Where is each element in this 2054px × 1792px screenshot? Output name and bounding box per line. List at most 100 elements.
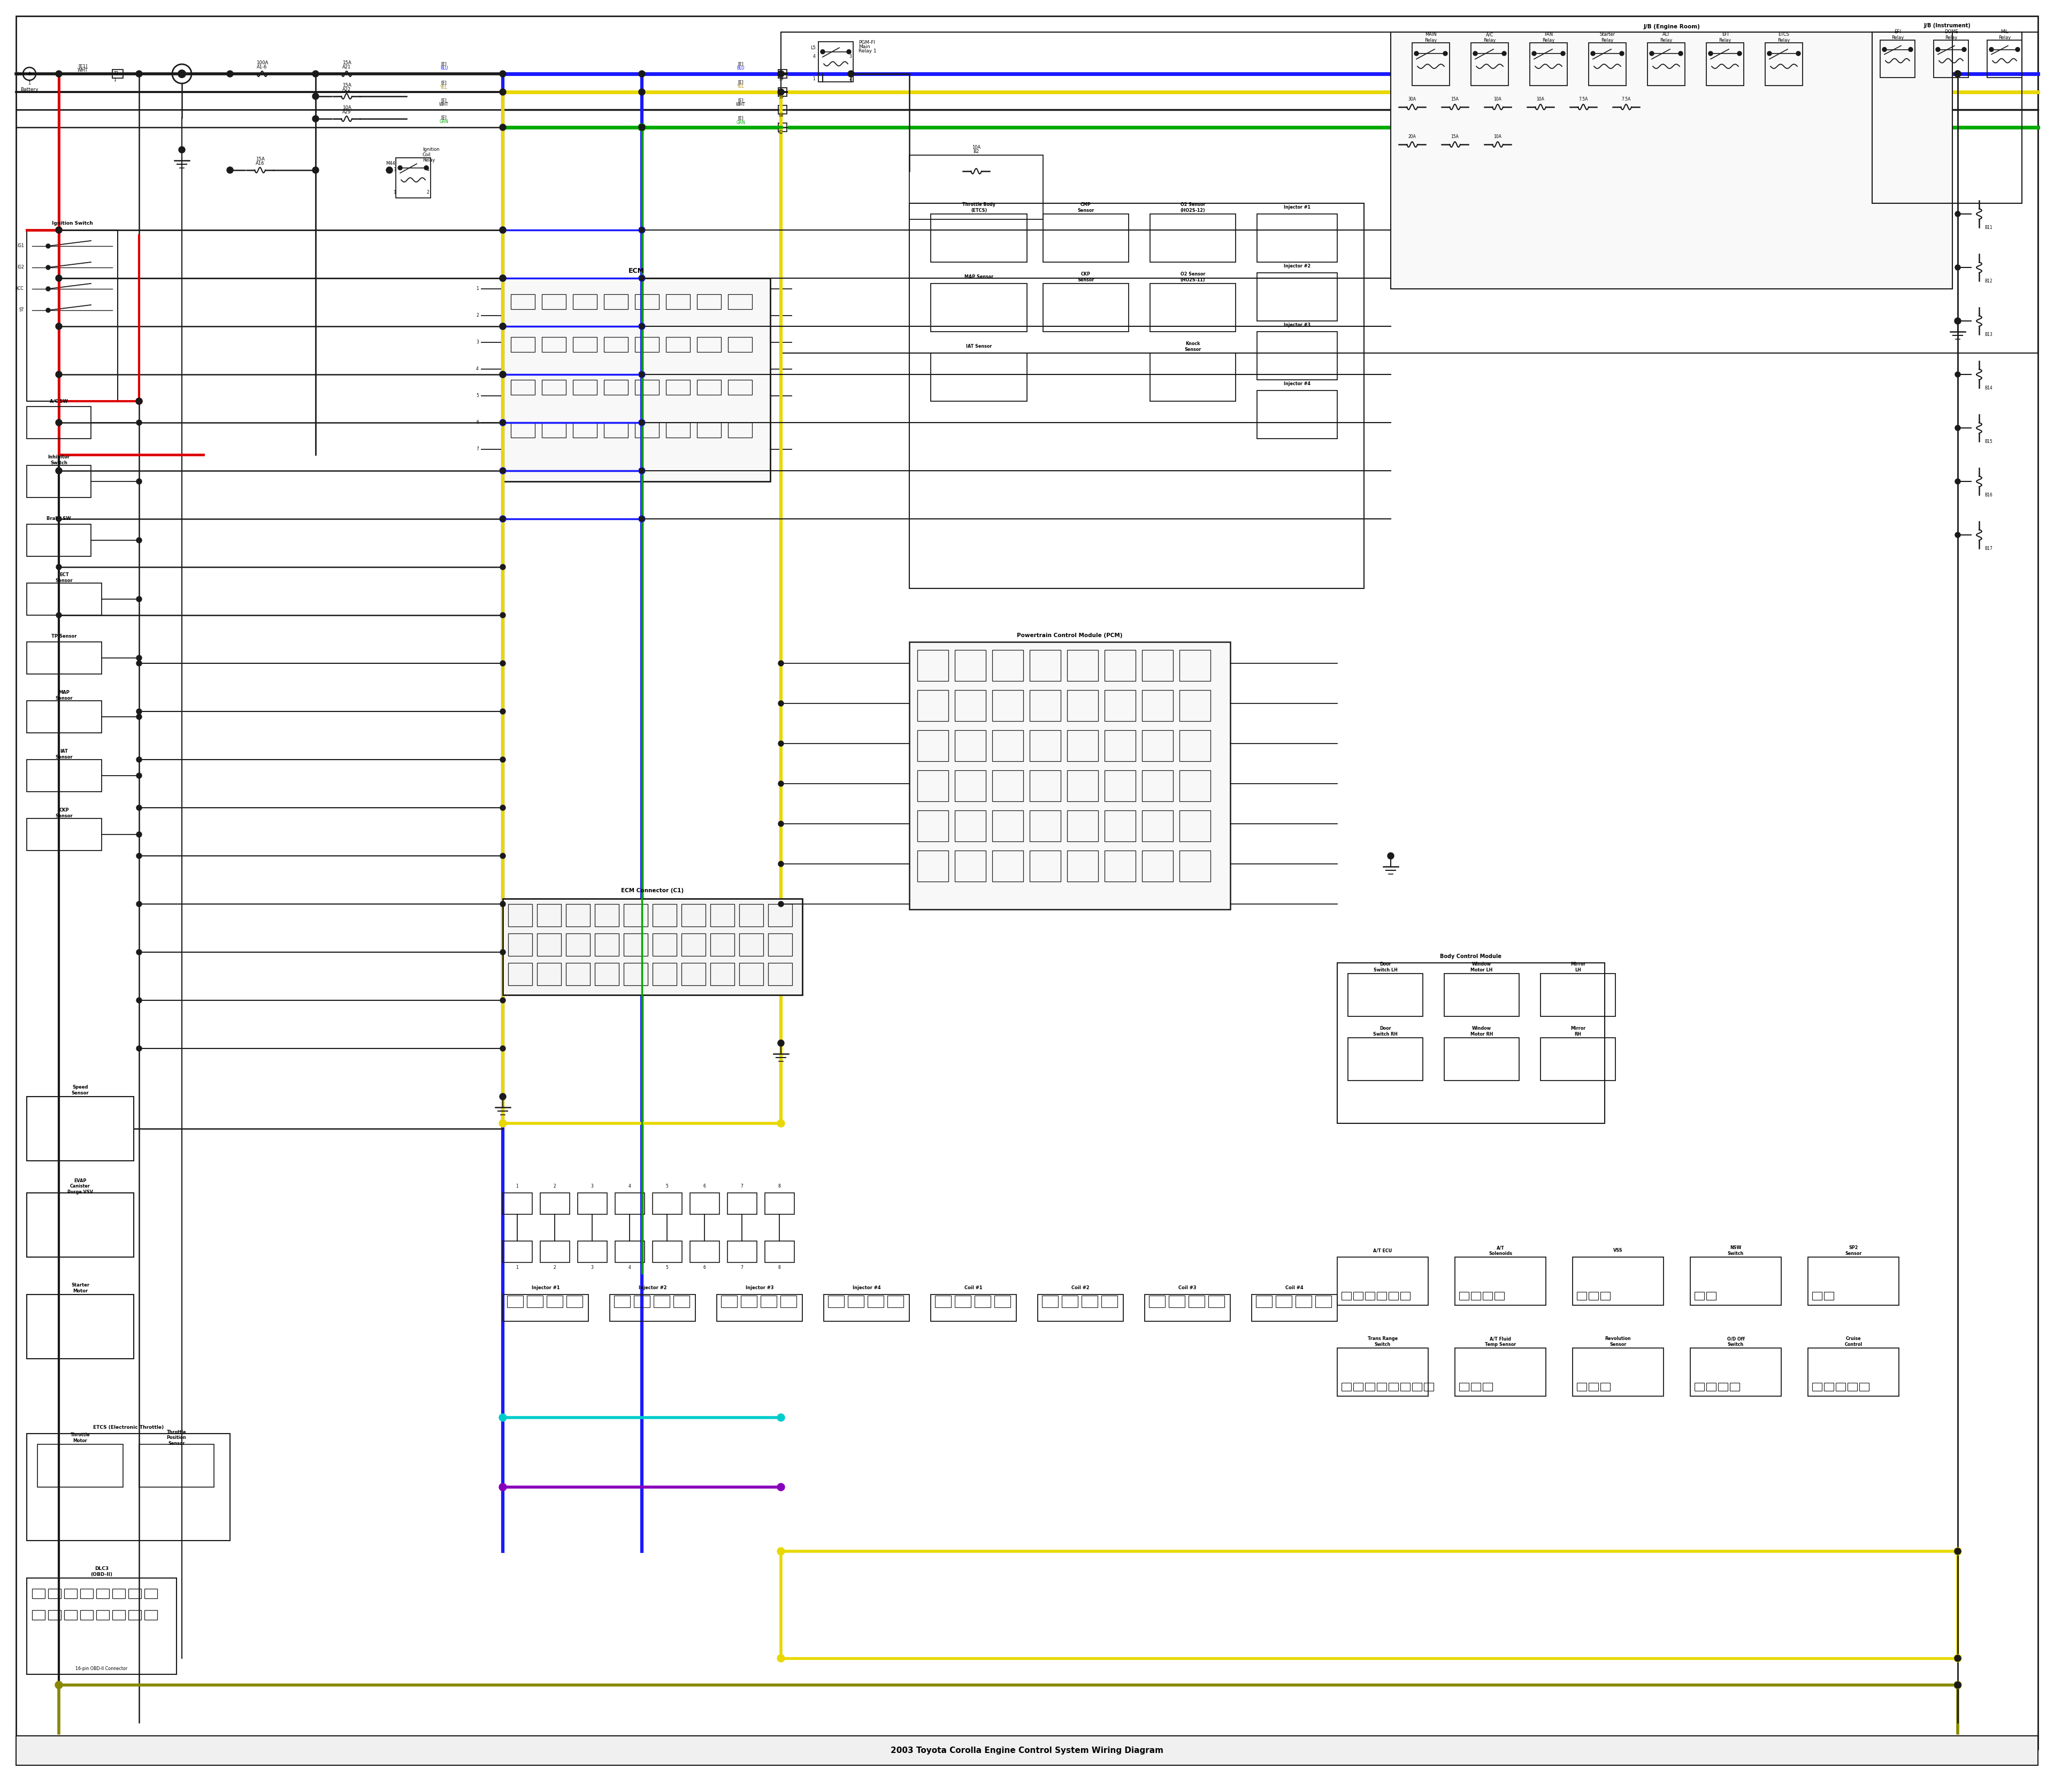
- Text: Ignition Switch: Ignition Switch: [51, 220, 92, 226]
- Circle shape: [136, 661, 142, 667]
- Bar: [1483, 1292, 1493, 1299]
- Text: TP Sensor: TP Sensor: [51, 634, 76, 640]
- Bar: [610, 1294, 696, 1321]
- Circle shape: [136, 70, 142, 77]
- Circle shape: [55, 516, 62, 521]
- Text: [E]: [E]: [737, 116, 744, 120]
- Text: 6: 6: [477, 419, 479, 425]
- Bar: [1169, 1296, 1185, 1308]
- Bar: [764, 1193, 795, 1215]
- Circle shape: [820, 50, 826, 54]
- Text: 4: 4: [477, 367, 479, 371]
- Bar: [624, 934, 647, 955]
- Bar: [27, 525, 90, 556]
- Circle shape: [778, 901, 785, 907]
- Bar: [1530, 43, 1567, 86]
- Bar: [781, 32, 2038, 353]
- Circle shape: [499, 371, 505, 378]
- Bar: [97, 1611, 109, 1620]
- Circle shape: [136, 831, 142, 837]
- Bar: [910, 156, 1043, 219]
- Bar: [1471, 43, 1508, 86]
- Text: B2: B2: [974, 149, 980, 154]
- Circle shape: [1955, 371, 1960, 376]
- Text: Starter
Motor: Starter Motor: [72, 1283, 90, 1294]
- Circle shape: [499, 756, 505, 762]
- Bar: [1847, 1383, 1857, 1391]
- Bar: [1444, 973, 1520, 1016]
- Circle shape: [778, 821, 785, 826]
- Text: 1: 1: [516, 1185, 518, 1188]
- Bar: [992, 810, 1023, 842]
- Text: Main: Main: [859, 45, 871, 50]
- Text: MIL
Relay: MIL Relay: [1999, 30, 2011, 39]
- Bar: [113, 1590, 125, 1598]
- Text: A/T ECU: A/T ECU: [1374, 1249, 1393, 1253]
- Circle shape: [55, 613, 62, 618]
- Bar: [1495, 1292, 1504, 1299]
- Text: B16: B16: [1984, 493, 1992, 496]
- Text: Body Control Module: Body Control Module: [1440, 953, 1501, 959]
- Circle shape: [499, 419, 505, 425]
- Circle shape: [499, 1120, 507, 1127]
- Bar: [727, 337, 752, 351]
- Text: (+): (+): [16, 72, 25, 77]
- Circle shape: [1709, 52, 1713, 56]
- Bar: [1105, 729, 1136, 762]
- Bar: [1600, 1383, 1610, 1391]
- Text: L5: L5: [811, 47, 815, 50]
- Text: IAT
Sensor: IAT Sensor: [55, 749, 72, 760]
- Text: WHT: WHT: [78, 68, 88, 73]
- Bar: [955, 1296, 972, 1308]
- Text: 5: 5: [665, 1185, 668, 1188]
- Bar: [542, 294, 567, 310]
- Bar: [1179, 650, 1210, 681]
- Bar: [127, 1590, 142, 1598]
- Bar: [614, 1193, 645, 1215]
- Text: 15A: 15A: [343, 82, 351, 88]
- Circle shape: [1621, 52, 1625, 56]
- Text: Battery: Battery: [21, 88, 39, 91]
- Text: GRN: GRN: [735, 120, 746, 125]
- Text: 30A: 30A: [1409, 97, 1415, 102]
- Text: Relay 1: Relay 1: [859, 48, 877, 54]
- Circle shape: [499, 274, 505, 281]
- Bar: [604, 294, 629, 310]
- Bar: [1105, 650, 1136, 681]
- Bar: [144, 1590, 158, 1598]
- Circle shape: [226, 70, 234, 77]
- Text: Revolution
Sensor: Revolution Sensor: [1604, 1337, 1631, 1348]
- Bar: [992, 851, 1023, 882]
- Bar: [614, 1242, 645, 1262]
- Circle shape: [1955, 532, 1960, 538]
- Bar: [1389, 1383, 1399, 1391]
- Text: 10A: 10A: [1493, 134, 1501, 138]
- Text: Ignition: Ignition: [423, 147, 440, 152]
- Bar: [1029, 650, 1060, 681]
- Circle shape: [1935, 47, 1941, 52]
- Circle shape: [1444, 52, 1448, 56]
- Bar: [1276, 1296, 1292, 1308]
- Bar: [546, 1296, 563, 1308]
- Circle shape: [55, 419, 62, 426]
- Bar: [540, 1242, 569, 1262]
- Circle shape: [1953, 1681, 1962, 1688]
- Text: O2 Sensor
(HO2S-12): O2 Sensor (HO2S-12): [1181, 202, 1206, 213]
- Text: 4: 4: [629, 1185, 631, 1188]
- Text: ECM Connector (C1): ECM Connector (C1): [620, 889, 684, 894]
- Bar: [127, 1611, 142, 1620]
- Bar: [696, 423, 721, 437]
- Bar: [994, 1296, 1011, 1308]
- Bar: [27, 701, 101, 733]
- Circle shape: [45, 244, 49, 249]
- Text: 6: 6: [702, 1185, 707, 1188]
- Circle shape: [639, 70, 645, 77]
- Circle shape: [45, 308, 49, 312]
- Text: [E]: [E]: [737, 99, 744, 102]
- Bar: [1041, 1296, 1058, 1308]
- Bar: [27, 582, 101, 615]
- Text: J/B (Instrument): J/B (Instrument): [1923, 23, 1970, 29]
- Circle shape: [1389, 853, 1395, 858]
- Circle shape: [1955, 317, 1962, 324]
- Bar: [624, 903, 647, 926]
